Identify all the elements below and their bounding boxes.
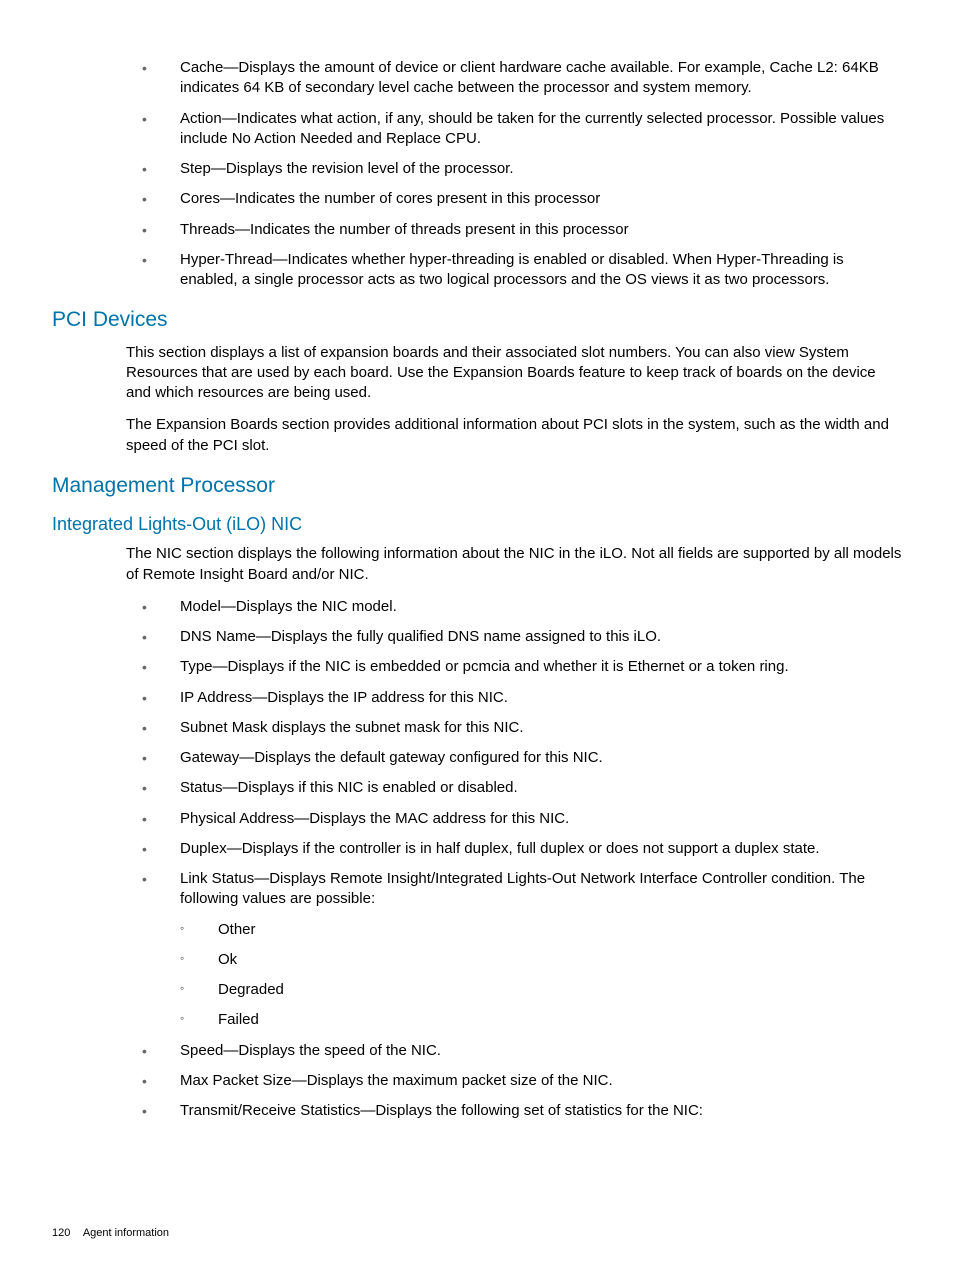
list-item-link-status: Link Status—Displays Remote Insight/Inte…	[142, 869, 902, 1031]
list-item: Max Packet Size—Displays the maximum pac…	[142, 1071, 902, 1091]
nic-fields-list: Model—Displays the NIC model. DNS Name—D…	[52, 597, 902, 1122]
list-item: Threads—Indicates the number of threads …	[142, 220, 902, 240]
list-item: Cores—Indicates the number of cores pres…	[142, 189, 902, 209]
list-item: Other	[180, 920, 902, 940]
pci-paragraph-2: The Expansion Boards section provides ad…	[126, 415, 902, 456]
list-item: DNS Name—Displays the fully qualified DN…	[142, 627, 902, 647]
list-item: Cache—Displays the amount of device or c…	[142, 58, 902, 99]
page-footer: 120 Agent information	[52, 1226, 169, 1241]
list-item: Action—Indicates what action, if any, sh…	[142, 109, 902, 150]
list-item: Speed—Displays the speed of the NIC.	[142, 1041, 902, 1061]
link-status-text: Link Status—Displays Remote Insight/Inte…	[180, 870, 865, 907]
pci-devices-heading: PCI Devices	[52, 306, 902, 334]
ilo-nic-heading: Integrated Lights-Out (iLO) NIC	[52, 512, 902, 536]
list-item: IP Address—Displays the IP address for t…	[142, 688, 902, 708]
list-item: Step—Displays the revision level of the …	[142, 159, 902, 179]
list-item: Gateway—Displays the default gateway con…	[142, 748, 902, 768]
list-item: Model—Displays the NIC model.	[142, 597, 902, 617]
list-item: Physical Address—Displays the MAC addres…	[142, 809, 902, 829]
link-status-values-list: Other Ok Degraded Failed	[180, 920, 902, 1031]
list-item: Hyper-Thread—Indicates whether hyper-thr…	[142, 250, 902, 291]
list-item: Failed	[180, 1010, 902, 1030]
page-number: 120	[52, 1227, 70, 1239]
management-processor-heading: Management Processor	[52, 472, 902, 500]
list-item: Degraded	[180, 980, 902, 1000]
list-item: Duplex—Displays if the controller is in …	[142, 839, 902, 859]
list-item: Subnet Mask displays the subnet mask for…	[142, 718, 902, 738]
page-content: Cache—Displays the amount of device or c…	[52, 58, 902, 1121]
list-item: Status—Displays if this NIC is enabled o…	[142, 778, 902, 798]
pci-paragraph-1: This section displays a list of expansio…	[126, 343, 902, 404]
list-item: Type—Displays if the NIC is embedded or …	[142, 657, 902, 677]
list-item: Ok	[180, 950, 902, 970]
list-item: Transmit/Receive Statistics—Displays the…	[142, 1101, 902, 1121]
processor-fields-list: Cache—Displays the amount of device or c…	[52, 58, 902, 290]
footer-section-label: Agent information	[83, 1227, 169, 1239]
ilo-intro-paragraph: The NIC section displays the following i…	[126, 544, 902, 585]
